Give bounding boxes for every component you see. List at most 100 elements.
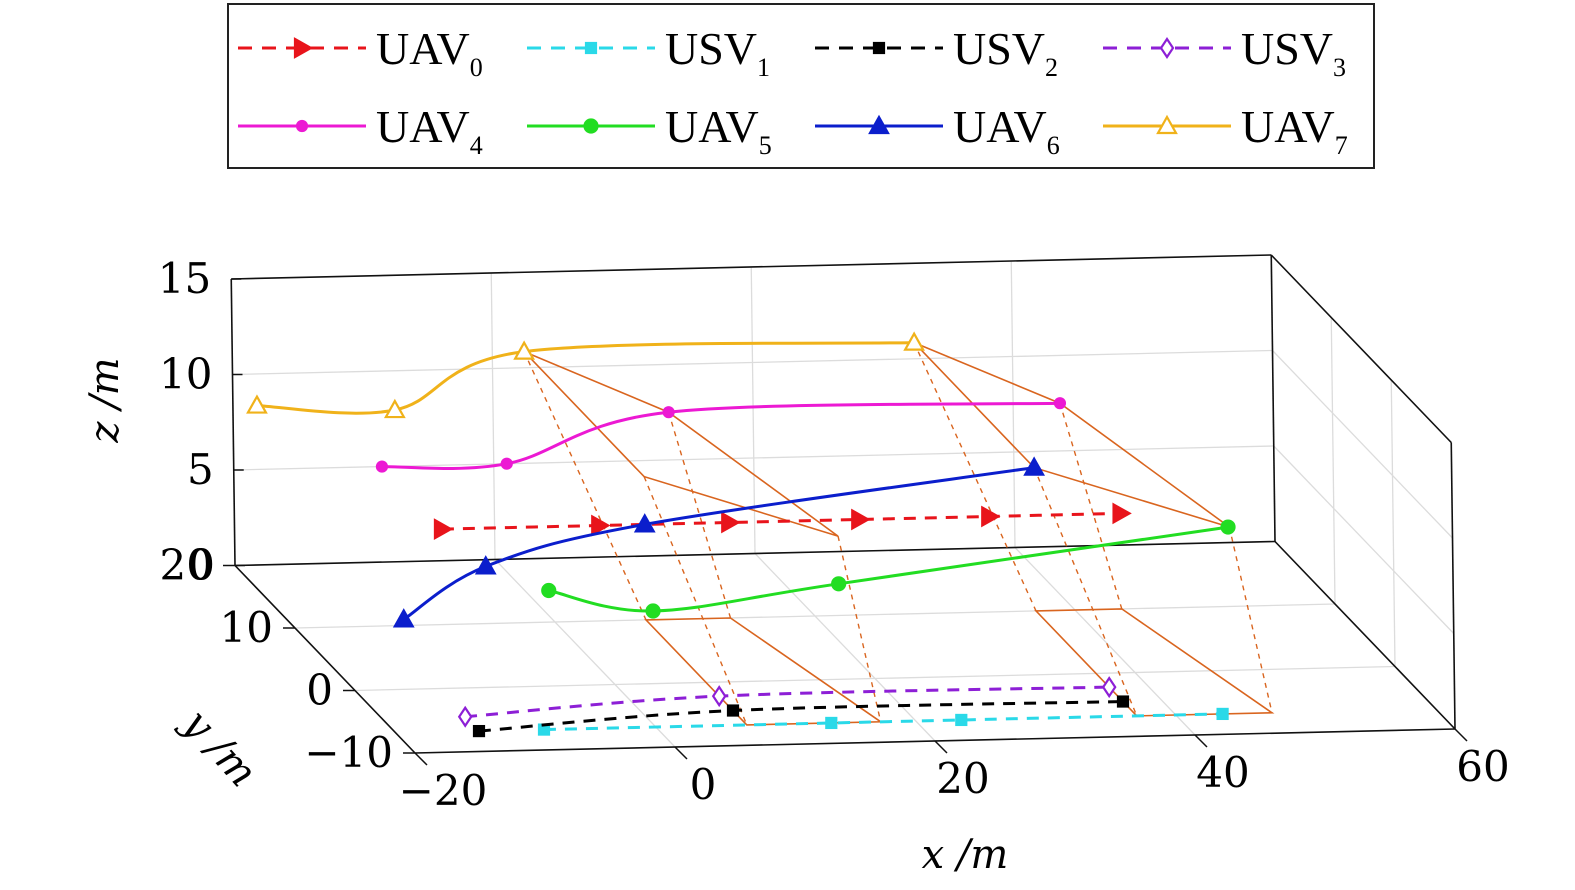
z-tick-label: 10 — [159, 350, 212, 399]
x-tick-mark — [414, 752, 428, 766]
legend-item: USV2 — [815, 23, 1058, 82]
legend-label: USV3 — [1241, 23, 1346, 82]
series-usv2 — [472, 695, 1130, 738]
floor-grid-x — [494, 559, 676, 748]
y-tick-label: 20 — [160, 541, 213, 590]
grid — [223, 254, 1468, 766]
axis-box-edge — [1274, 540, 1456, 730]
legend-swatch-marker — [872, 41, 886, 55]
wall-grid-x — [490, 272, 496, 560]
legend-item: UAV4 — [238, 101, 483, 160]
series-marker — [513, 340, 536, 360]
formation-projection-line — [523, 351, 647, 621]
series-marker — [457, 705, 473, 728]
series-line — [381, 401, 1060, 471]
series-line — [441, 511, 1121, 531]
series-marker — [500, 457, 513, 470]
formation-projection-line — [643, 476, 748, 726]
series-lines — [246, 331, 1236, 738]
series-line — [478, 700, 1124, 733]
x-tick-label: 20 — [936, 754, 989, 803]
series-uav7 — [246, 331, 926, 419]
air-formation-box — [523, 350, 839, 537]
floor-grid-x — [1014, 547, 1196, 736]
z-axis-label: z /m — [82, 357, 128, 443]
x-axis-label: x /m — [922, 832, 1009, 878]
y-tick-label: 0 — [306, 666, 333, 715]
legend-label: UAV6 — [953, 101, 1060, 160]
series-marker — [1053, 397, 1067, 410]
series-line — [256, 341, 915, 415]
formation-projection-line — [1228, 526, 1273, 713]
air-formation-box — [913, 341, 1230, 528]
x-tick-label: 60 — [1456, 742, 1509, 791]
legend-label: USV2 — [953, 23, 1058, 82]
series-line — [402, 466, 1035, 621]
floor-grid-y — [354, 665, 1396, 692]
axis-box-edge — [230, 278, 236, 566]
series-marker — [474, 555, 497, 575]
x-tick-label: 40 — [1196, 748, 1249, 797]
series-marker — [955, 713, 968, 727]
legend-swatch-marker — [1156, 114, 1178, 135]
series-marker — [903, 331, 926, 351]
series-marker — [541, 582, 557, 599]
series-marker — [392, 608, 415, 628]
legend-swatch-marker — [583, 118, 599, 134]
sea-formation-box — [644, 617, 884, 726]
series-marker — [711, 685, 727, 708]
series-marker — [645, 603, 661, 619]
axis-box-edge — [231, 254, 1272, 280]
x-tick-mark — [1194, 734, 1208, 748]
series-uav0 — [433, 502, 1132, 540]
series-marker — [1112, 502, 1132, 525]
series-marker — [375, 460, 389, 473]
x-tick-mark — [674, 746, 688, 760]
floor-grid-x — [754, 553, 936, 742]
legend-swatch-marker — [584, 41, 598, 55]
series-marker — [433, 518, 454, 540]
series-marker — [246, 394, 268, 414]
y-tick-label: 10 — [220, 603, 273, 652]
series-uav6 — [392, 456, 1046, 628]
formation-projection-line — [837, 535, 882, 722]
legend-item: UAV5 — [527, 101, 772, 160]
y-axis-label: y /m — [172, 699, 266, 796]
legend-swatch-marker — [293, 37, 314, 59]
legend-item: UAV6 — [815, 101, 1060, 160]
z-tick-label: 5 — [187, 445, 214, 494]
wall-grid-z — [232, 349, 1273, 376]
side-grid-z — [1272, 350, 1453, 539]
series-marker — [591, 514, 611, 537]
y-tick-label: −10 — [304, 728, 393, 777]
formation-projection-line — [1033, 467, 1138, 717]
axis-box-edge — [1270, 254, 1452, 444]
series-marker — [1220, 519, 1236, 535]
series-marker — [472, 724, 486, 738]
legend-label: UAV7 — [1241, 101, 1348, 160]
sea-formation-box — [1034, 608, 1275, 717]
series-marker — [1216, 707, 1229, 721]
series-line — [465, 685, 1110, 719]
formation-boxes — [523, 341, 1275, 726]
legend-label: USV1 — [665, 23, 770, 82]
legend-label: UAV5 — [665, 101, 772, 160]
series-marker — [726, 704, 740, 717]
series-uav5 — [541, 519, 1236, 619]
z-tick-label: 15 — [158, 254, 211, 303]
x-tick-label: 0 — [690, 760, 717, 809]
series-marker — [825, 716, 838, 730]
floor-grid-y — [294, 603, 1336, 629]
axis-box-edge — [1450, 442, 1456, 730]
series-line — [548, 525, 1229, 613]
series-marker — [1023, 456, 1046, 476]
legend-label: UAV0 — [376, 23, 483, 82]
side-grid-z — [1273, 445, 1455, 634]
series-marker — [1116, 695, 1130, 708]
legend-box — [227, 3, 1375, 169]
legend-swatch-marker — [295, 119, 309, 133]
legend: UAV0 USV1 USV2 USV3 UAV4 UAV5 UAV6 UAV7 — [227, 3, 1375, 169]
side-grid-y — [1390, 379, 1396, 667]
legend-swatch-marker — [1159, 37, 1175, 59]
